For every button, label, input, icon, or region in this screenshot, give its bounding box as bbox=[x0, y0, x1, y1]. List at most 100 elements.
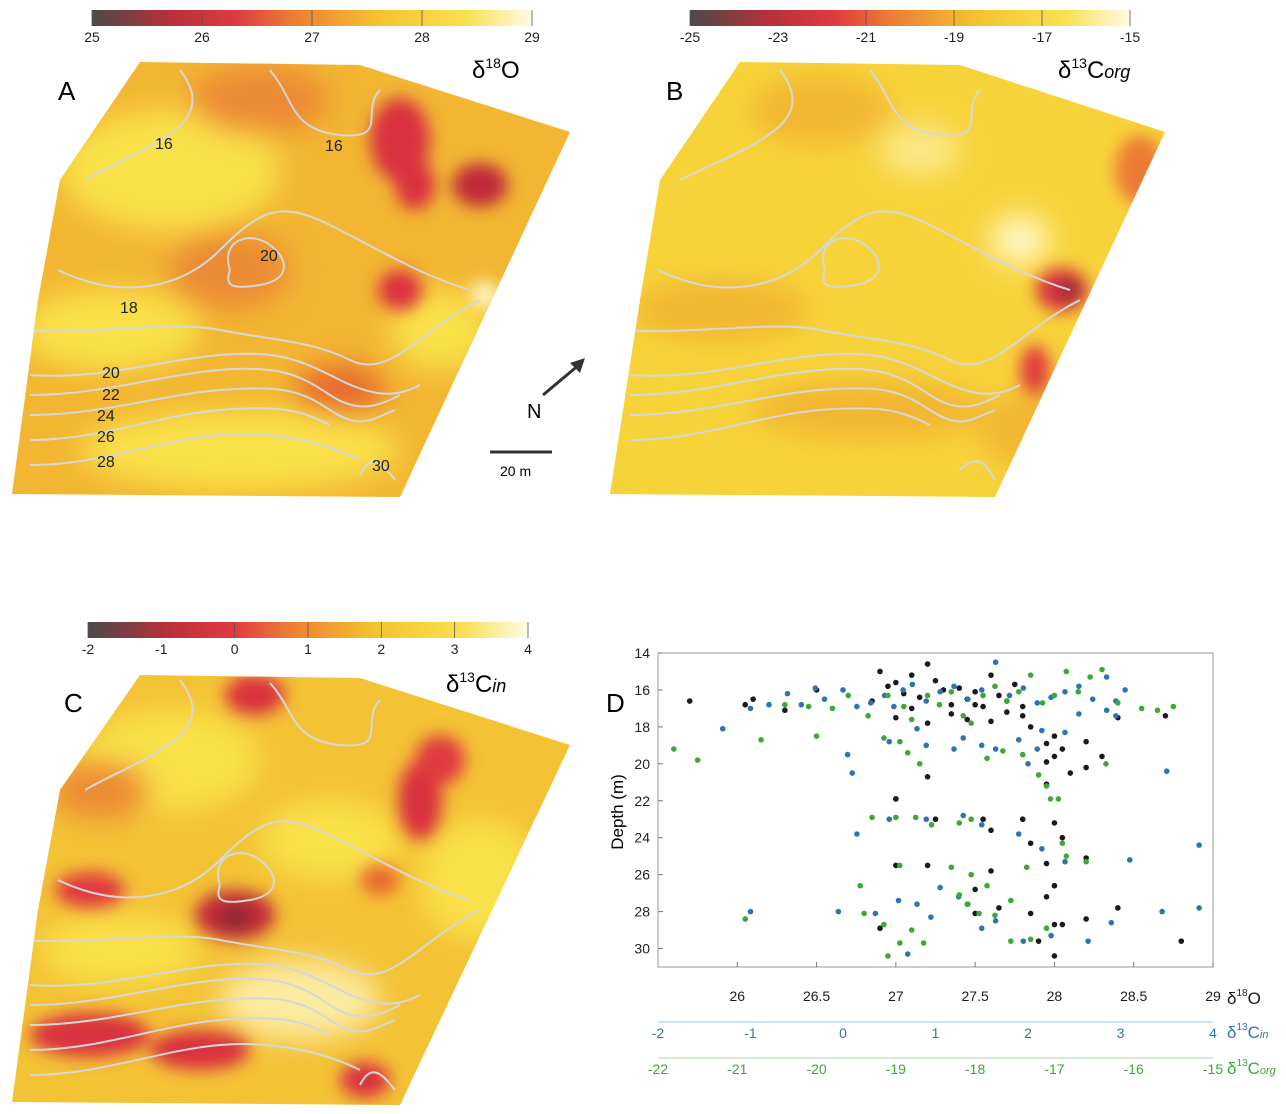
scatter-point bbox=[1043, 759, 1050, 765]
scatter-point bbox=[845, 692, 852, 699]
scatter-point bbox=[1006, 692, 1013, 699]
scatter-point bbox=[1039, 845, 1045, 852]
scatter-point bbox=[1178, 938, 1185, 944]
scatter-point bbox=[854, 831, 860, 837]
scatter-point bbox=[877, 668, 883, 675]
scatter-point bbox=[1043, 860, 1050, 867]
scatter-point bbox=[992, 918, 999, 924]
scale-bar: 20 m bbox=[490, 450, 552, 479]
scatter-point bbox=[1099, 753, 1105, 760]
scatter-point bbox=[829, 705, 836, 712]
scatter-point bbox=[992, 683, 998, 690]
scatter-point bbox=[1063, 668, 1070, 675]
scatter-point bbox=[924, 661, 931, 667]
scatter-point bbox=[964, 901, 971, 907]
scatter-point bbox=[1019, 703, 1026, 710]
scatter-point bbox=[914, 901, 920, 907]
scatter-point bbox=[1075, 688, 1082, 695]
scatter-point bbox=[980, 703, 986, 710]
north-label: N bbox=[527, 401, 541, 423]
scatter-point bbox=[1015, 737, 1022, 743]
x-tick-label: -1 bbox=[744, 1025, 757, 1041]
scatter-point bbox=[908, 927, 915, 933]
scatter-point bbox=[976, 910, 982, 917]
x-tick-label: 27 bbox=[888, 988, 904, 1004]
scatter-point bbox=[1196, 842, 1202, 848]
scatter-point bbox=[924, 862, 931, 869]
scatter-point bbox=[908, 672, 915, 678]
x-tick-label: 28 bbox=[1047, 988, 1063, 1004]
scatter-point bbox=[1025, 761, 1031, 767]
scatter-point bbox=[936, 701, 943, 708]
colorbar-tick-label: -15 bbox=[1120, 29, 1140, 45]
x-axis-label: δ13Corg bbox=[1227, 1058, 1277, 1078]
scatter-point bbox=[1162, 713, 1169, 719]
scatter-point bbox=[1027, 840, 1034, 847]
scatter-point bbox=[900, 687, 906, 693]
panel-c-variable-label: δ13Cin bbox=[446, 669, 506, 698]
scatter-point bbox=[1048, 932, 1054, 939]
scatter-point bbox=[1076, 711, 1082, 717]
scatter-point bbox=[872, 910, 879, 917]
scatter-point bbox=[861, 910, 867, 917]
scatter-point bbox=[784, 690, 791, 697]
x-tick-label: -17 bbox=[1044, 1061, 1064, 1077]
scatter-point bbox=[1170, 703, 1177, 710]
scatter-point bbox=[980, 692, 986, 699]
scatter-point bbox=[1004, 698, 1010, 704]
scatter-point bbox=[924, 773, 931, 780]
x-tick-label: -16 bbox=[1124, 1061, 1144, 1077]
colorbar-tick-label: 27 bbox=[304, 29, 320, 45]
scatter-point bbox=[1019, 713, 1026, 719]
scatter-point bbox=[978, 687, 985, 693]
x-tick-label: 2 bbox=[1024, 1025, 1032, 1041]
colorbar-tick-label: 2 bbox=[377, 641, 385, 657]
scatter-point bbox=[1027, 724, 1034, 730]
colorbar-tick-label: -2 bbox=[82, 641, 95, 657]
scatter-point bbox=[968, 720, 974, 726]
contour-lines-a bbox=[19, 69, 481, 481]
x-tick-label: 29 bbox=[1205, 988, 1221, 1004]
scatter-point bbox=[984, 882, 990, 889]
colorbar-tick-label: 25 bbox=[84, 29, 100, 45]
scatter-point bbox=[980, 816, 986, 823]
scatter-point bbox=[984, 755, 990, 762]
scatter-point bbox=[747, 908, 754, 915]
scatter-point bbox=[893, 679, 899, 686]
scatter-point bbox=[988, 718, 994, 725]
contour-label: 22 bbox=[102, 387, 120, 404]
panel-b-letter: B bbox=[666, 76, 683, 106]
scatter-point bbox=[671, 746, 677, 752]
scatter-point bbox=[1059, 834, 1066, 841]
scatter-point bbox=[1011, 681, 1018, 688]
scatter-point bbox=[886, 816, 893, 823]
scatter-point bbox=[1020, 938, 1027, 944]
scatter-point bbox=[805, 703, 812, 710]
scatter-point bbox=[932, 816, 939, 823]
scatter-point bbox=[972, 886, 978, 893]
x-tick-label: 1 bbox=[932, 1025, 940, 1041]
scatter-point bbox=[1043, 783, 1050, 789]
scatter-point bbox=[1055, 796, 1062, 802]
scatter-point bbox=[960, 735, 967, 741]
scatter-point bbox=[1051, 882, 1058, 889]
scatter-point bbox=[916, 694, 923, 701]
scatter-point bbox=[1027, 936, 1034, 943]
scatter-point bbox=[1051, 753, 1058, 760]
panel-c: -2 -1 0 1 2 3 4 δ13Cin C bbox=[12, 622, 570, 1105]
scatter-point bbox=[923, 816, 930, 823]
scatter-point bbox=[1051, 820, 1058, 826]
colorbar-tick-label: 29 bbox=[524, 29, 540, 45]
contour-label: 20 bbox=[260, 248, 278, 265]
y-tick-label: 16 bbox=[634, 682, 650, 698]
scatter-point bbox=[972, 910, 978, 917]
scatter-point bbox=[1115, 700, 1121, 706]
scatter-point bbox=[1083, 764, 1089, 771]
scatter-point bbox=[951, 683, 957, 690]
scatter-point bbox=[1099, 666, 1105, 673]
x-tick-label: -15 bbox=[1203, 1061, 1223, 1077]
panel-a-letter: A bbox=[58, 76, 76, 106]
scatter-point bbox=[1062, 858, 1068, 865]
map-c bbox=[12, 675, 570, 1105]
y-axis-label: Depth (m) bbox=[608, 774, 627, 850]
